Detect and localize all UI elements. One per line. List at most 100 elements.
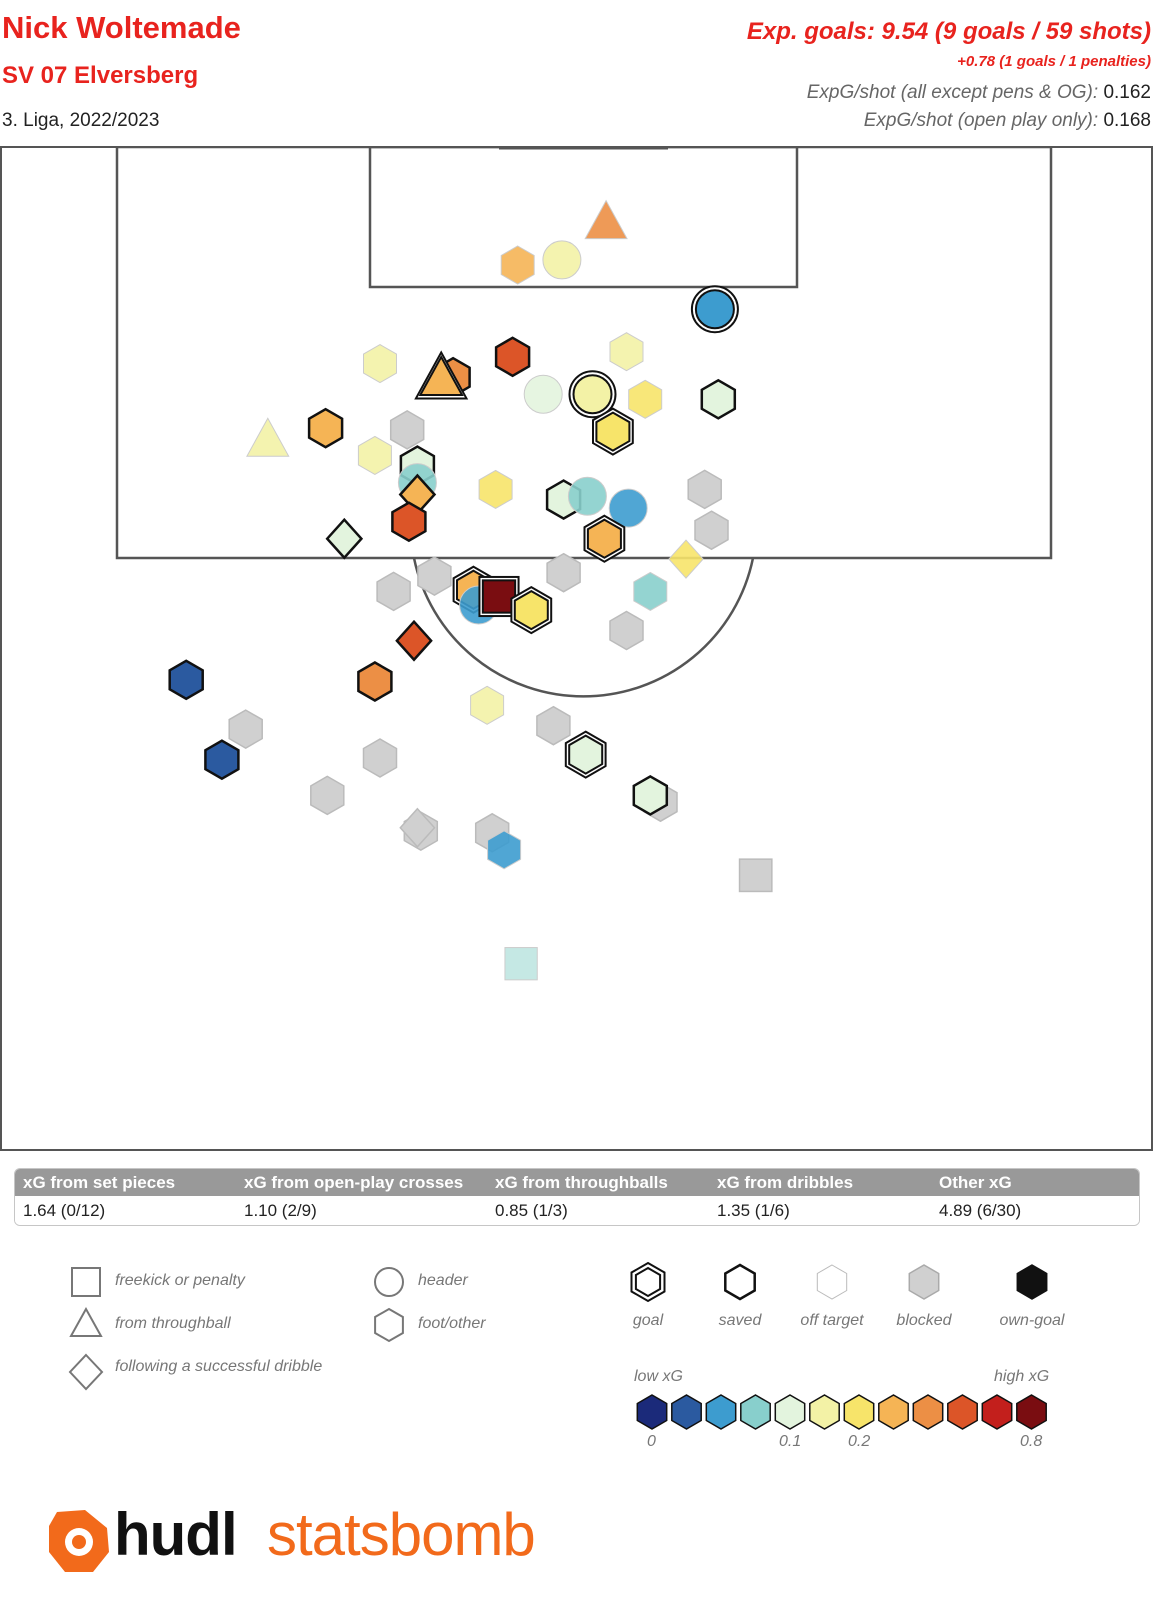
- legend-tick-0-1: 0.1: [779, 1433, 802, 1450]
- shot-marker: [500, 245, 535, 285]
- shot-marker: [542, 240, 582, 280]
- shots-layer: [168, 199, 773, 981]
- summary-value-other: 4.89 (6/30): [939, 1201, 1022, 1220]
- team-name: SV 07 Elversberg: [2, 62, 199, 89]
- shot-marker: [376, 571, 411, 612]
- summary-value-set-pieces: 1.64 (0/12): [23, 1201, 106, 1220]
- shot-marker: [228, 709, 263, 749]
- legend-hexagon-icon: [374, 1307, 404, 1343]
- shot-marker: [417, 556, 452, 596]
- shot-marker: [204, 739, 240, 781]
- shot-marker: [310, 775, 345, 816]
- legend-label-freekick: freekick or penalty: [115, 1272, 245, 1289]
- legend-own-icon: [1016, 1264, 1048, 1300]
- legend-label-blocked: blocked: [896, 1312, 952, 1329]
- statsbomb-logo-icon: [49, 1510, 109, 1572]
- shot-marker: [478, 469, 513, 509]
- legend-label-dribble: following a successful dribble: [115, 1358, 323, 1375]
- shot-marker: [628, 379, 663, 419]
- summary-value-crosses: 1.10 (2/9): [244, 1201, 317, 1220]
- legend-outcomes: [630, 1261, 1048, 1303]
- shot-marker: [568, 370, 617, 419]
- legend-label-own-goal: own-goal: [999, 1312, 1065, 1329]
- legend-scale-swatch: [774, 1394, 806, 1430]
- summary-value-throughballs: 0.85 (1/3): [495, 1201, 568, 1220]
- legend-label-saved: saved: [718, 1312, 762, 1329]
- xg-summary-table: xG from set pieces xG from open-play cro…: [14, 1168, 1140, 1226]
- legend-scale-swatch: [843, 1394, 875, 1430]
- expected-goals-summary: Exp. goals: 9.54 (9 goals / 59 shots): [746, 18, 1151, 45]
- legend-circle-icon: [374, 1267, 404, 1297]
- shot-marker: [690, 285, 739, 334]
- legend-scale-swatch: [947, 1394, 978, 1430]
- shot-marker: [608, 488, 648, 528]
- logo-wordmark-hudl: hudl: [114, 1501, 238, 1568]
- shot-marker: [668, 539, 704, 579]
- legend-blocked-icon: [908, 1264, 940, 1300]
- summary-header-throughballs: xG from throughballs: [495, 1173, 668, 1192]
- shot-marker: [395, 619, 433, 662]
- shot-marker: [609, 610, 644, 651]
- shot-marker: [536, 705, 571, 746]
- legend-square-icon: [71, 1267, 101, 1297]
- shot-marker: [389, 410, 425, 450]
- legend-tick-0-2: 0.2: [848, 1433, 871, 1450]
- xg-per-shot-open-label: ExpG/shot (open play only):: [863, 110, 1099, 131]
- penalty-arc: [412, 557, 755, 698]
- legend-xg-scale: [636, 1394, 1047, 1430]
- shot-marker: [487, 830, 522, 870]
- legend-scale-swatch: [809, 1394, 840, 1430]
- legend-scale-swatch: [981, 1394, 1013, 1430]
- shot-marker: [246, 417, 290, 457]
- shot-marker: [307, 407, 344, 449]
- summary-value-row: 1.64 (0/12) 1.10 (2/9) 0.85 (1/3) 1.35 (…: [15, 1196, 1139, 1225]
- shot-marker: [738, 858, 773, 893]
- shot-marker: [564, 730, 607, 779]
- penalty-xg-summary: +0.78 (1 goals / 1 penalties): [957, 53, 1151, 70]
- legend-saved-icon: [724, 1263, 756, 1301]
- shot-map: [0, 146, 1153, 1151]
- legend-label-off-target: off target: [800, 1312, 864, 1329]
- legend-scale-swatch: [912, 1394, 944, 1430]
- logo-wordmark-statsbomb: statsbomb: [267, 1501, 536, 1568]
- player-name: Nick Woltemade: [2, 10, 241, 45]
- competition-season: 3. Liga, 2022/2023: [2, 110, 160, 131]
- xg-per-shot-open-value: 0.168: [1103, 110, 1151, 131]
- shot-marker: [694, 510, 729, 551]
- legend-scale-swatch: [878, 1394, 909, 1430]
- legend-label-header: header: [418, 1272, 468, 1289]
- shot-marker: [470, 685, 505, 725]
- legend-triangle-icon: [69, 1306, 103, 1337]
- shot-marker: [414, 350, 469, 400]
- legend-tick-0-8: 0.8: [1020, 1433, 1043, 1450]
- shot-marker: [687, 469, 722, 510]
- summary-header-crosses: xG from open-play crosses: [244, 1173, 464, 1192]
- summary-header-other: Other xG: [939, 1173, 1012, 1192]
- shot-marker: [583, 514, 626, 563]
- shot-marker: [357, 661, 393, 702]
- shot-marker: [363, 344, 397, 384]
- summary-header-dribbles: xG from dribbles: [717, 1173, 854, 1192]
- shot-marker: [592, 407, 634, 456]
- shot-marker: [700, 378, 737, 420]
- legend-scale-swatch: [740, 1394, 771, 1430]
- shot-marker: [546, 552, 581, 593]
- shot-marker: [633, 571, 668, 611]
- legend-low-xg: low xG: [634, 1368, 683, 1385]
- shot-marker: [504, 947, 538, 981]
- shot-marker: [510, 585, 553, 635]
- xg-per-shot-open-play: ExpG/shot (open play only): 0.168: [864, 110, 1151, 132]
- legend-scale-swatch: [671, 1394, 702, 1430]
- shot-marker: [391, 501, 427, 543]
- shot-marker: [357, 435, 392, 475]
- summary-value-dribbles: 1.35 (1/6): [717, 1201, 790, 1220]
- xg-per-shot-all-value: 0.162: [1103, 82, 1151, 103]
- legend-high-xg: high xG: [994, 1368, 1050, 1385]
- legend-off-icon: [816, 1264, 848, 1300]
- shot-marker: [494, 336, 531, 378]
- legend-scale-swatch: [1016, 1394, 1047, 1430]
- legend-scale-swatch: [636, 1394, 668, 1430]
- legend-scale-swatch: [705, 1394, 737, 1430]
- shot-marker: [523, 374, 563, 414]
